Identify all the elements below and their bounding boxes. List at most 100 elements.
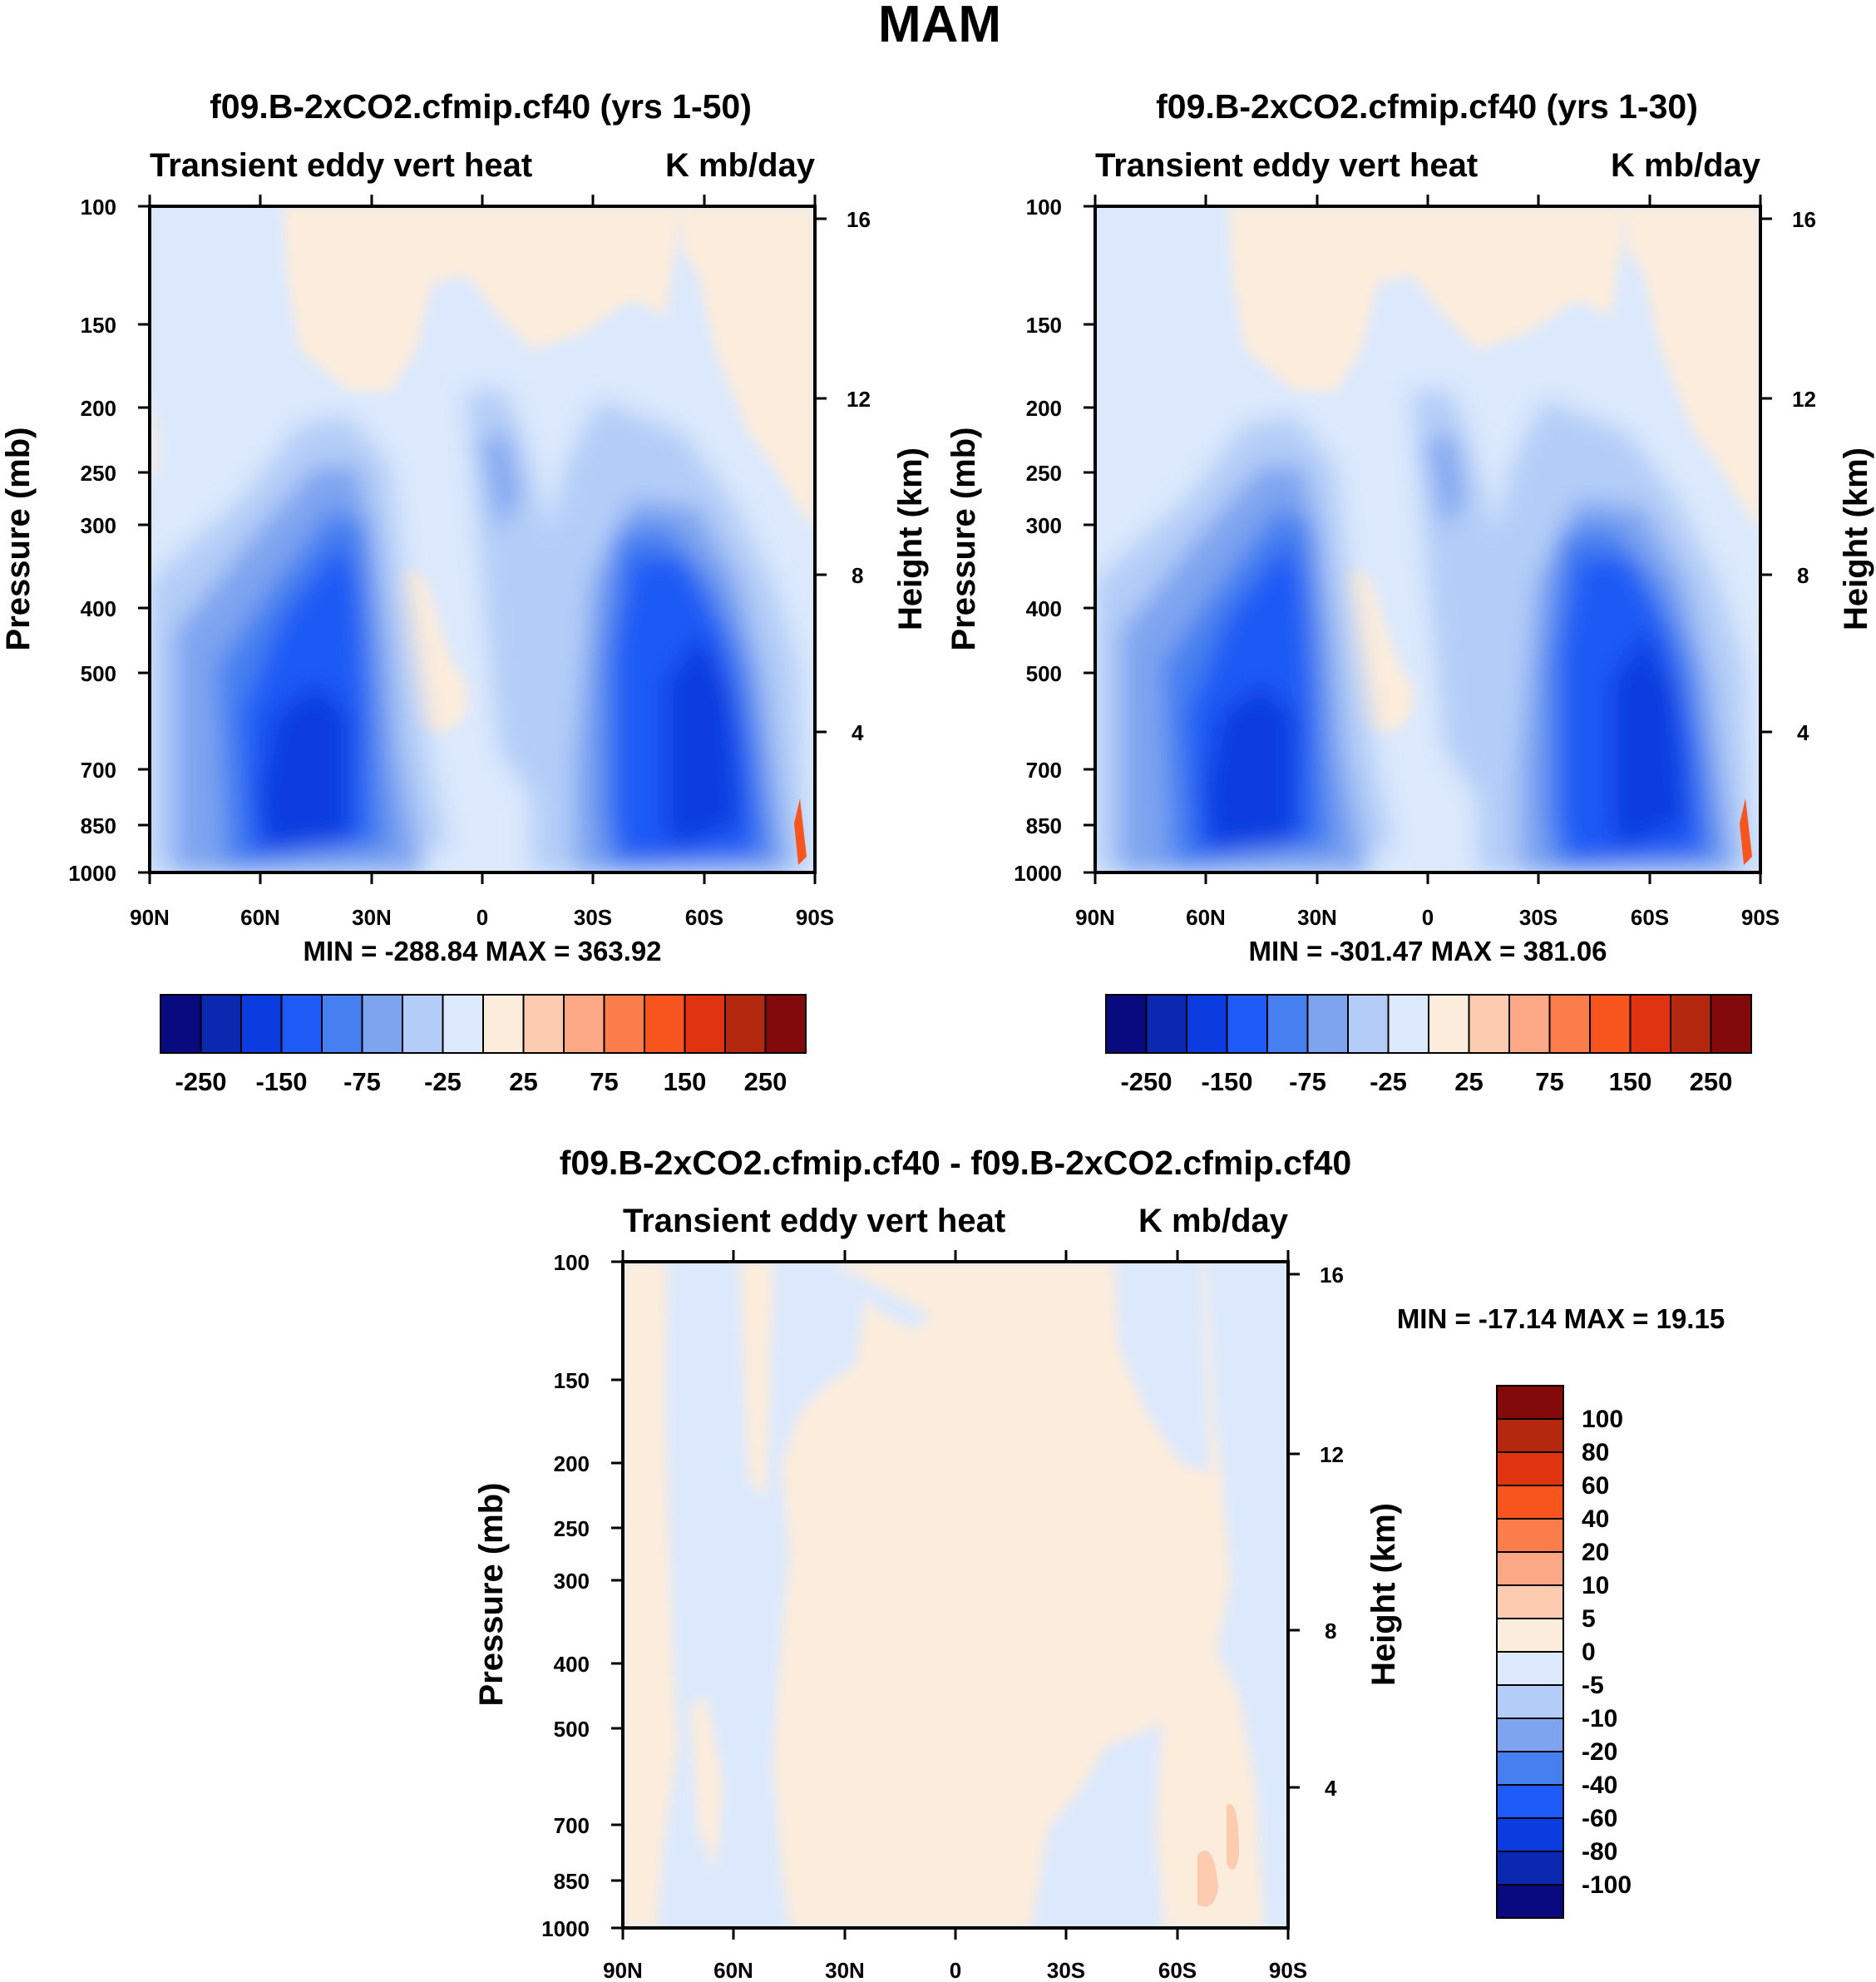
panel-c-subtitle-left: Transient eddy vert heat — [623, 1203, 1005, 1239]
y-tick-label: 1000 — [1014, 861, 1062, 886]
y-tick-label: 500 — [554, 1717, 590, 1742]
y-tick-label: 700 — [81, 758, 116, 783]
colorbar-swatch — [240, 994, 283, 1054]
panel-b-max-spot — [1740, 798, 1752, 865]
colorbar-swatch — [522, 994, 565, 1054]
x-tick-label: 0 — [476, 905, 488, 930]
panel-c-colorbar: 100 80 60 40 20 10 5 0 -5 -10 -20 -40 -60 -80 -100 — [1496, 1385, 1632, 1919]
colorbar-swatch — [200, 994, 242, 1054]
colorbar-label: 150 — [664, 1067, 707, 1096]
colorbar-label: -250 — [175, 1067, 226, 1096]
colorbar-swatch — [402, 994, 444, 1054]
colorbar-swatch — [1496, 1584, 1564, 1619]
colorbar-label: 250 — [744, 1067, 787, 1096]
panel-b-axes — [1084, 195, 1772, 884]
panel-b-ylabel-right: Height (km) — [1838, 447, 1874, 630]
y-tick-label: 200 — [81, 396, 116, 421]
colorbar-label: -40 — [1582, 1772, 1617, 1799]
panel-a-contour-field — [150, 206, 815, 872]
x-tick-label: 30N — [352, 905, 392, 930]
colorbar-swatch — [603, 994, 645, 1054]
panel-b-stats: MIN = -301.47 MAX = 381.06 — [1248, 936, 1607, 966]
x-tick-label: 90S — [1741, 905, 1780, 930]
panel-a-subtitle-right: K mb/day — [665, 147, 816, 184]
panel-b-negative-regions — [1095, 391, 1752, 872]
panel-c-right-tick-labels: 16 12 8 4 — [1320, 1263, 1344, 1801]
colorbar-swatch — [684, 994, 726, 1054]
y-tick-label: 500 — [1026, 661, 1062, 686]
colorbar-swatch — [1589, 994, 1632, 1054]
colorbar-label: -25 — [1370, 1067, 1407, 1096]
colorbar-label: 25 — [1454, 1067, 1483, 1096]
panel-c-ylabel: Pressure (mb) — [473, 1483, 510, 1707]
x-tick-label: 60S — [1631, 905, 1669, 930]
colorbar-label: 150 — [1609, 1067, 1652, 1096]
x-tick-label: 0 — [950, 1958, 961, 1982]
colorbar-swatch — [1496, 1751, 1564, 1786]
colorbar-label: 75 — [590, 1067, 618, 1096]
colorbar-swatch — [442, 994, 484, 1054]
colorbar-label: 5 — [1582, 1605, 1596, 1633]
colorbar-swatch — [724, 994, 767, 1054]
y-right-tick-label: 4 — [1325, 1776, 1337, 1801]
y-right-tick-label: 16 — [1792, 207, 1816, 232]
y-tick-label: 850 — [554, 1869, 590, 1894]
x-tick-label: 30S — [574, 905, 612, 930]
colorbar-swatch — [1710, 994, 1752, 1054]
panel-b-ylabel: Pressure (mb) — [945, 428, 982, 651]
panel-c-warm-spots — [1197, 1803, 1239, 1907]
y-tick-label: 300 — [554, 1569, 590, 1594]
colorbar-swatch — [1496, 1451, 1564, 1486]
colorbar-swatch — [1496, 1884, 1564, 1919]
panel-c-axes — [611, 1250, 1300, 1940]
colorbar-swatch — [1496, 1684, 1564, 1719]
y-tick-label: 400 — [554, 1652, 590, 1677]
panel-c-positive-regions — [623, 1262, 1264, 1928]
panel-c-title: f09.B-2xCO2.cfmip.cf40 - f09.B-2xCO2.cfm… — [560, 1144, 1351, 1182]
colorbar-label: 40 — [1582, 1505, 1609, 1533]
x-tick-label: 60N — [240, 905, 280, 930]
y-right-tick-label: 8 — [1325, 1619, 1336, 1643]
panel-c-y-tick-labels: 100 150 200 250 300 400 500 700 850 1000 — [541, 1250, 590, 1941]
colorbar-label: 80 — [1582, 1439, 1609, 1466]
x-tick-label: 30N — [1297, 905, 1337, 930]
y-tick-label: 300 — [1026, 513, 1062, 538]
y-tick-label: 300 — [81, 513, 116, 538]
colorbar-label: 250 — [1690, 1067, 1733, 1096]
colorbar-swatch — [1496, 1718, 1564, 1752]
x-tick-label: 30S — [1519, 905, 1558, 930]
colorbar-swatch — [563, 994, 605, 1054]
x-tick-label: 90N — [130, 905, 170, 930]
colorbar-swatch — [1496, 1651, 1564, 1686]
panel-a-colorbar: -250 -150 -75 -25 25 75 150 250 — [160, 994, 807, 1096]
colorbar-swatch — [1428, 994, 1470, 1054]
panel-b: f09.B-2xCO2.cfmip.cf40 (yrs 1-30) Transi… — [945, 87, 1874, 1096]
panel-c-stats: MIN = -17.14 MAX = 19.15 — [1397, 1303, 1725, 1334]
colorbar-label: -250 — [1120, 1067, 1172, 1096]
panel-a: f09.B-2xCO2.cfmip.cf40 (yrs 1-50) Transi… — [0, 87, 929, 1096]
y-right-tick-label: 16 — [847, 207, 871, 232]
x-tick-label: 60S — [1158, 1958, 1197, 1982]
panel-c-subtitle-right: K mb/day — [1138, 1203, 1289, 1239]
colorbar-label: -80 — [1582, 1838, 1617, 1866]
colorbar-label: 20 — [1582, 1539, 1609, 1566]
y-tick-label: 850 — [1026, 813, 1062, 838]
colorbar-swatch — [644, 994, 686, 1054]
colorbar-label: 75 — [1535, 1067, 1563, 1096]
colorbar-label: -75 — [343, 1067, 381, 1096]
panel-a-subtitle-left: Transient eddy vert heat — [150, 147, 532, 184]
colorbar-swatch — [1496, 1817, 1564, 1852]
colorbar-label: -20 — [1582, 1738, 1617, 1766]
y-tick-label: 150 — [554, 1368, 590, 1393]
colorbar-swatch — [1496, 1485, 1564, 1520]
colorbar-swatch — [1496, 1518, 1564, 1553]
colorbar-swatch — [1496, 1784, 1564, 1819]
panel-c-contour-field — [623, 1262, 1288, 1928]
colorbar-swatch — [1186, 994, 1228, 1054]
y-tick-label: 850 — [81, 813, 116, 838]
panel-c-ylabel-right: Height (km) — [1365, 1503, 1402, 1686]
panel-b-x-tick-labels: 90N 60N 30N 0 30S 60S 90S — [1075, 905, 1780, 930]
colorbar-swatch — [280, 994, 323, 1054]
colorbar-swatch — [1387, 994, 1429, 1054]
panel-a-ylabel-right: Height (km) — [892, 447, 929, 630]
